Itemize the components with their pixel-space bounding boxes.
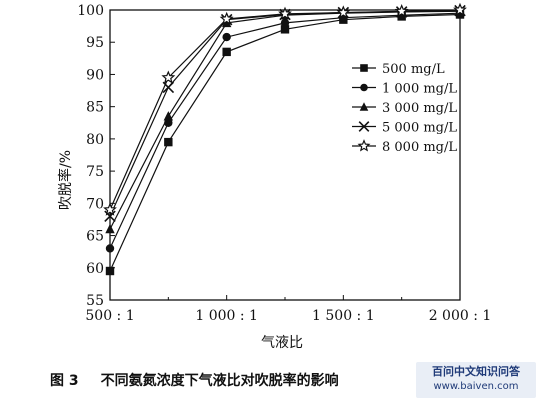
marker-star: [394, 4, 409, 18]
y-tick-label: 95: [86, 35, 104, 51]
y-tick-label: 80: [86, 132, 104, 148]
marker-square: [164, 137, 173, 147]
marker-circle: [280, 18, 290, 28]
y-axis-label: 吹脱率/%: [57, 150, 74, 210]
marker-star: [278, 6, 292, 20]
legend-label: 3 000 mg/L: [382, 101, 457, 116]
y-tick-label: 55: [86, 293, 104, 309]
marker-star: [336, 5, 351, 19]
legend-label: 1 000 mg/L: [382, 82, 457, 97]
marker-x: [358, 121, 370, 132]
y-tick-label: 75: [86, 164, 104, 180]
marker-star: [219, 11, 234, 25]
marker-triangle: [359, 102, 369, 111]
y-tick-label: 100: [77, 3, 104, 19]
x-ticks: 500 : 1 1 000 : 1 1 500 : 1 2 000 : 1: [85, 295, 491, 324]
marker-triangle: [221, 17, 232, 28]
watermark: 百问中文知识问答 www.baiven.com: [416, 362, 536, 398]
watermark-line2: www.baiven.com: [433, 381, 519, 392]
legend-label: 8 000 mg/L: [382, 140, 457, 155]
y-ticks: 55 60 65 70 75 80 85 90 95 100: [77, 3, 115, 309]
y-tick-label: 65: [86, 229, 104, 245]
marker-triangle: [163, 111, 174, 121]
figure-caption: 图 3 不同氨氮浓度下气液比对吹脱率的影响: [50, 370, 339, 390]
watermark-line1: 百问中文知识问答: [432, 365, 520, 378]
marker-circle: [360, 83, 368, 92]
x-tick-label: 1 000 : 1: [195, 308, 258, 324]
marker-x-stroke: [162, 81, 175, 94]
marker-star: [161, 70, 176, 84]
series-4: [103, 2, 467, 216]
marker-circle: [222, 32, 231, 42]
marker-triangle: [105, 223, 115, 234]
y-tick-label: 60: [86, 261, 104, 277]
x-tick-label: 1 500 : 1: [312, 308, 375, 324]
figure-number: 图 3: [50, 373, 79, 389]
marker-star: [103, 202, 117, 216]
y-axis-title: 吹脱率/%: [57, 150, 74, 210]
x-axis-label: 气液比: [261, 335, 303, 351]
x-tick-label: 2 000 : 1: [429, 308, 492, 324]
y-tick-label: 85: [86, 100, 104, 116]
marker-x-stroke: [358, 121, 370, 132]
x-tick-label: 500 : 1: [85, 308, 134, 324]
marker-circle: [105, 244, 115, 253]
y-tick-label: 90: [86, 67, 104, 83]
marker-x: [162, 81, 175, 94]
marker-star: [357, 139, 371, 152]
legend-label: 5 000 mg/L: [382, 121, 457, 136]
marker-square: [360, 64, 368, 72]
series-lines: [103, 2, 467, 276]
marker-star: [453, 2, 467, 16]
figure-title: 不同氨氮浓度下气液比对吹脱率的影响: [100, 373, 339, 389]
legend-label: 500 mg/L: [382, 62, 445, 77]
marker-square: [222, 47, 231, 57]
y-tick-label: 70: [86, 196, 104, 212]
marker-square: [280, 25, 290, 34]
marker-square: [105, 266, 115, 276]
legend: 500 mg/L 1 000 mg/L 3 000 mg/L 5 000 mg/L 8 …: [352, 62, 457, 155]
